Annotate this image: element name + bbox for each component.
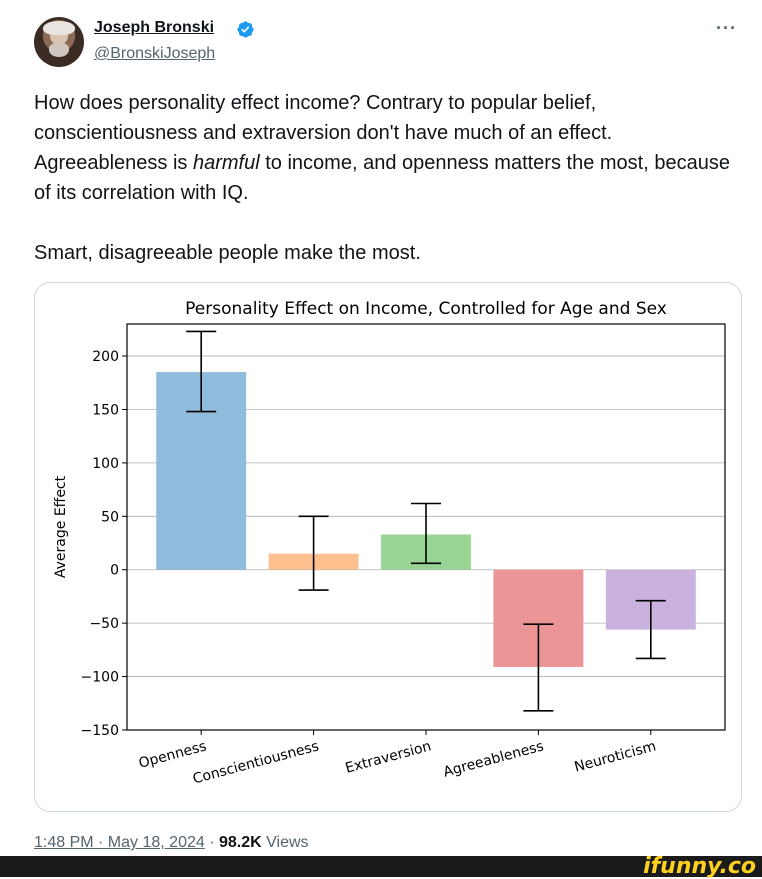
plot-frame bbox=[126, 323, 726, 731]
views-label: Views bbox=[261, 834, 309, 851]
timestamp-link[interactable]: 1:48 PM · May 18, 2024 bbox=[34, 834, 205, 851]
avatar[interactable] bbox=[34, 17, 84, 67]
chart-card[interactable]: Personality Effect on Income, Controlled… bbox=[34, 282, 742, 812]
x-tick-label: Conscientiousness bbox=[191, 738, 321, 787]
y-tick-label: −100 bbox=[81, 670, 119, 686]
author-name[interactable]: Joseph Bronski bbox=[94, 19, 215, 36]
chart-title: Personality Effect on Income, Controlled… bbox=[185, 299, 667, 319]
ifunny-watermark: ifunny.co bbox=[643, 854, 756, 879]
y-tick-label: −50 bbox=[89, 616, 119, 632]
tweet-paragraph-2: Smart, disagreeable people make the most… bbox=[34, 242, 421, 264]
y-axis-label: Average Effect bbox=[53, 475, 69, 578]
tweet-text: How does personality effect income? Cont… bbox=[34, 88, 734, 268]
bar-chart: Personality Effect on Income, Controlled… bbox=[53, 299, 726, 787]
x-tick-label: Agreeableness bbox=[442, 738, 546, 780]
y-tick-label: 150 bbox=[92, 402, 119, 418]
more-options-icon[interactable]: ··· bbox=[716, 18, 737, 38]
y-tick-label: 200 bbox=[92, 349, 119, 365]
author-handle[interactable]: @BronskiJoseph bbox=[94, 45, 216, 62]
views-count: 98.2K bbox=[218, 834, 262, 851]
watermark-bar: ifunny.co bbox=[0, 854, 762, 879]
avatar-hair bbox=[43, 21, 75, 35]
meta-separator: · bbox=[204, 834, 219, 851]
avatar-beard bbox=[49, 43, 69, 57]
y-tick-label: −150 bbox=[81, 723, 119, 739]
verified-badge-icon bbox=[237, 21, 254, 38]
y-tick-label: 50 bbox=[101, 509, 119, 525]
tweet-paragraph-1: How does personality effect income? Cont… bbox=[34, 92, 730, 204]
x-tick-label: Neuroticism bbox=[573, 738, 658, 775]
y-tick-label: 0 bbox=[110, 563, 119, 579]
x-tick-label: Extraversion bbox=[344, 738, 433, 776]
tweet-meta: 1:48 PM · May 18, 2024 · 98.2K Views bbox=[34, 834, 309, 852]
y-tick-label: 100 bbox=[92, 456, 119, 472]
x-tick-label: Openness bbox=[137, 738, 208, 771]
